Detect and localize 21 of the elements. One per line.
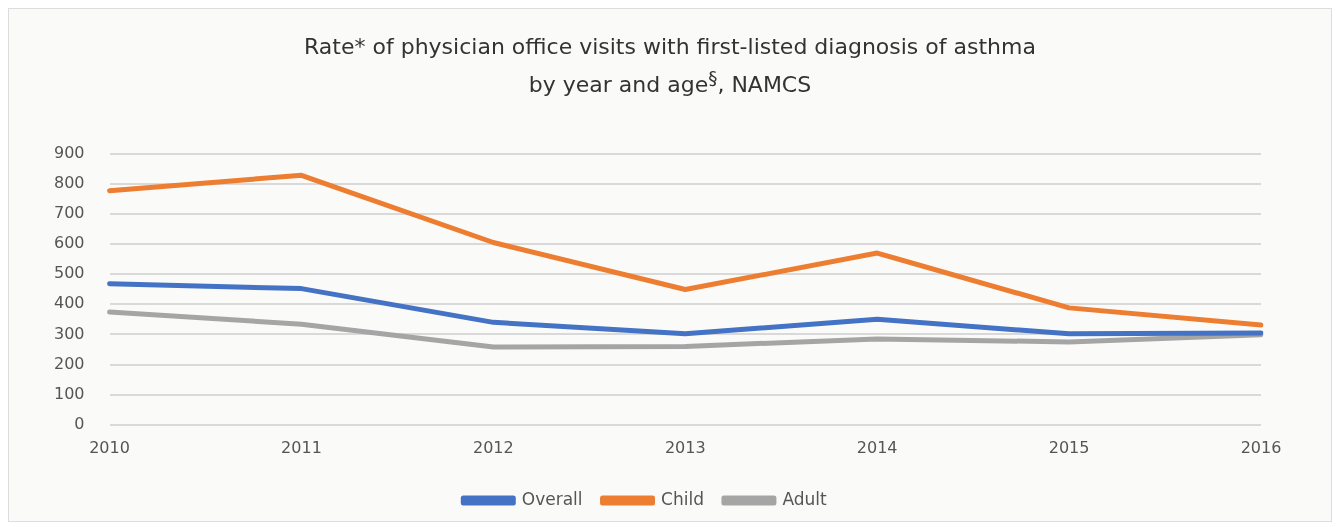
- chart-title: Rate* of physician office visits with first-listed diagnosis of asthma by year and age$^{§}$, NAMCS: [303, 33, 1037, 100]
- y-tick-label: 600: [53, 233, 85, 253]
- legend-label: Child: [661, 488, 704, 509]
- y-tick-label: 800: [53, 172, 85, 192]
- x-tick-label: 2012: [473, 437, 514, 457]
- y-tick-label: 400: [53, 293, 85, 313]
- y-tick-label: 100: [53, 383, 85, 403]
- y-tick-label: 500: [53, 263, 85, 283]
- y-tick-label: 0: [74, 413, 85, 433]
- legend-label: Overall: [521, 488, 583, 509]
- x-tick-label: 2011: [281, 437, 322, 457]
- x-tick-label: 2014: [856, 437, 898, 457]
- y-tick-label: 700: [53, 203, 85, 223]
- y-tick-label: 200: [53, 353, 85, 373]
- x-tick-label: 2016: [1240, 437, 1282, 457]
- x-tick-label: 2015: [1048, 437, 1090, 457]
- y-tick-label: 300: [53, 323, 85, 343]
- y-tick-label: 900: [53, 142, 85, 162]
- legend-label: Adult: [782, 488, 828, 509]
- x-tick-label: 2010: [89, 437, 130, 457]
- x-tick-label: 2013: [664, 437, 706, 457]
